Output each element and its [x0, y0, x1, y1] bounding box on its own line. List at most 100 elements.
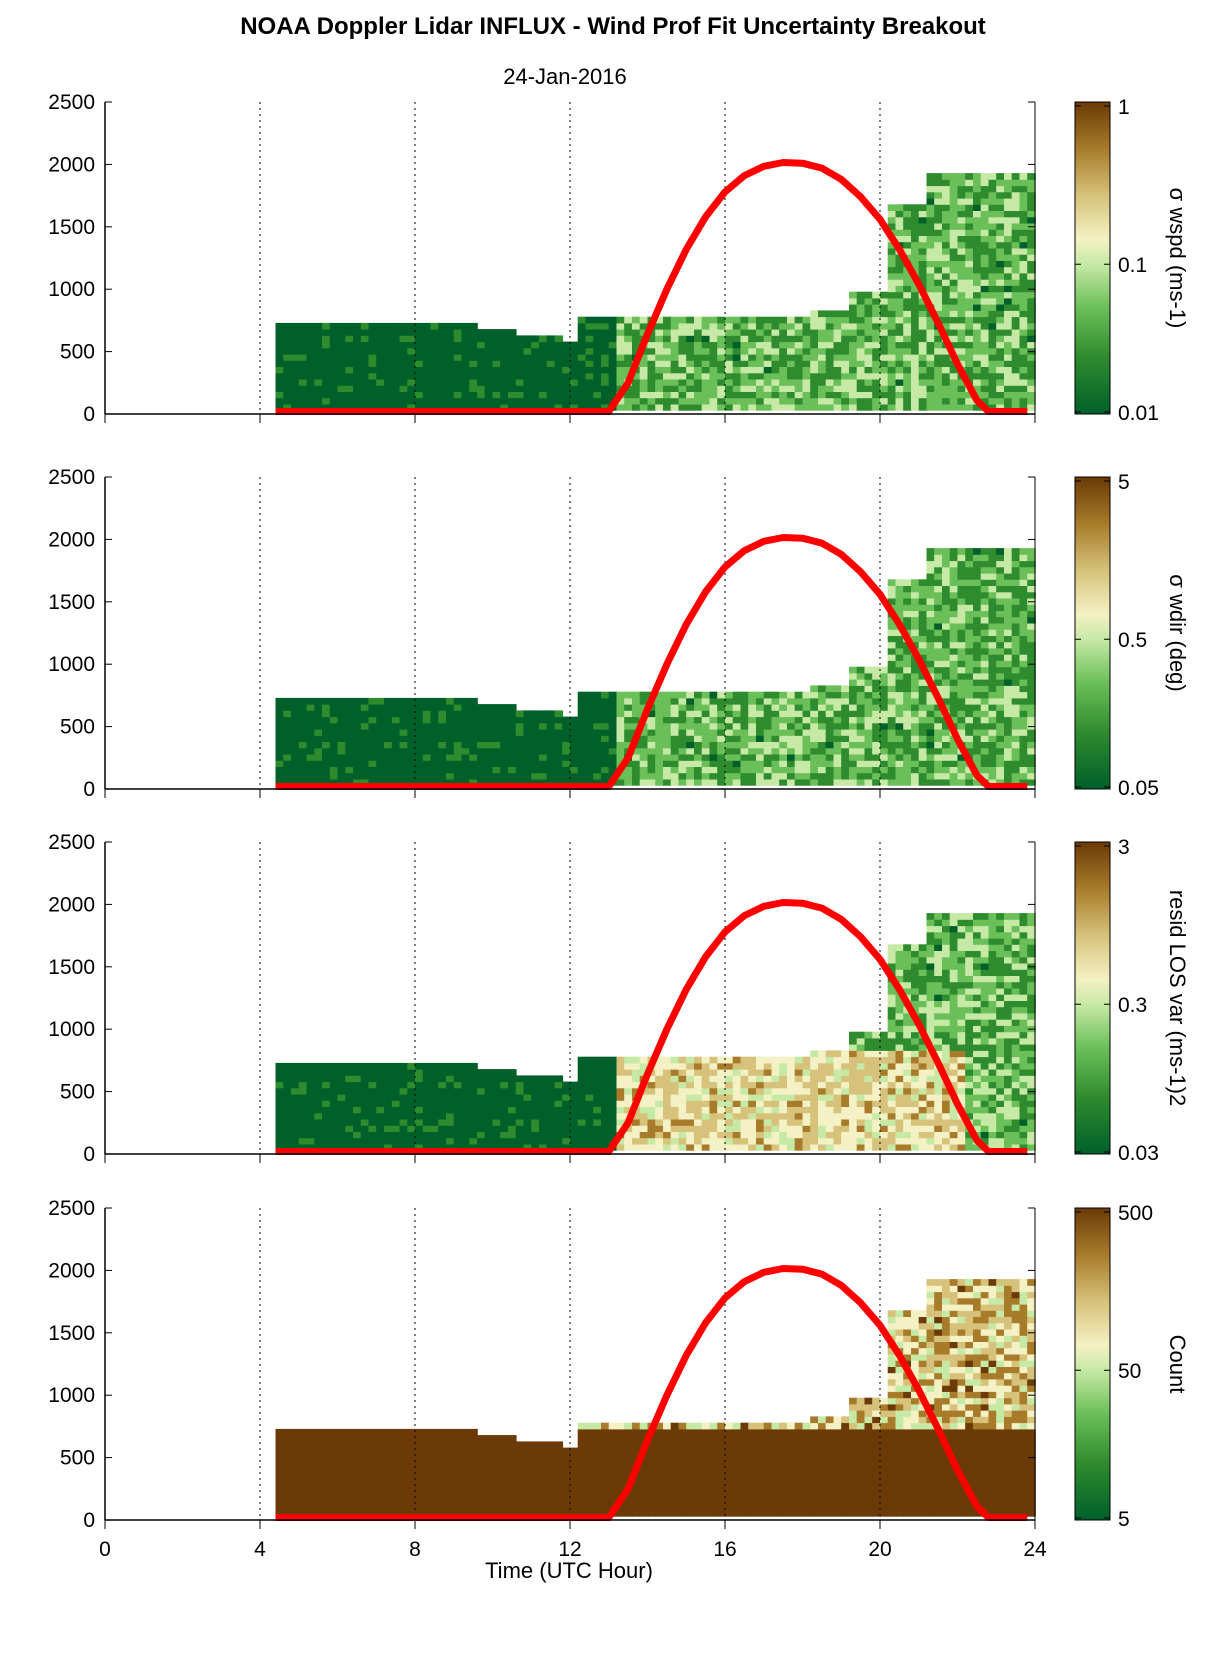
heatmap-cell [725, 729, 734, 736]
heatmap-cell [887, 766, 897, 774]
heatmap-cell [500, 779, 509, 786]
heatmap-cell [1011, 210, 1021, 218]
heatmap-cell [376, 372, 385, 380]
heatmap-cell [500, 404, 509, 411]
heatmap-cell [368, 1131, 378, 1139]
heatmap-cell [275, 1075, 285, 1083]
heatmap-cell [306, 779, 316, 786]
heatmap-cell [794, 735, 804, 742]
heatmap-cell [926, 347, 936, 355]
heatmap-cell [601, 372, 610, 380]
heatmap-cell [546, 347, 556, 355]
heatmap-cell [469, 704, 478, 711]
heatmap-cell [430, 779, 440, 786]
heatmap-cell [810, 1119, 819, 1126]
heatmap-cell [422, 760, 432, 767]
heatmap-cell [368, 360, 378, 367]
heatmap-cell [880, 366, 889, 374]
heatmap-cell [461, 697, 471, 705]
heatmap-cell [577, 391, 587, 399]
heatmap-cell [833, 335, 843, 343]
heatmap-cell [756, 1144, 765, 1151]
heatmap-cell [701, 710, 711, 718]
heatmap-cell [353, 722, 362, 730]
heatmap-cell [794, 704, 804, 711]
heatmap-cell [965, 310, 974, 318]
heatmap-cell [376, 704, 385, 711]
heatmap-cell [903, 241, 912, 249]
heatmap-cell [1027, 198, 1036, 205]
heatmap-cell [957, 260, 967, 268]
heatmap-cell [492, 329, 502, 336]
heatmap-cell [376, 404, 385, 411]
heatmap-cell [1004, 223, 1013, 230]
heatmap-cell [515, 716, 525, 724]
heatmap-cell [918, 372, 928, 380]
heatmap-cell [957, 216, 967, 224]
heatmap-cell [670, 1094, 680, 1101]
heatmap-cell [957, 598, 967, 605]
heatmap-cell [469, 1094, 478, 1101]
heatmap-cell [887, 210, 897, 218]
heatmap-cell [453, 360, 463, 367]
heatmap-cell [911, 710, 920, 718]
heatmap-cell [368, 341, 378, 349]
heatmap-cell [531, 1094, 540, 1101]
heatmap-cell [965, 741, 974, 749]
heatmap-cell [895, 391, 905, 399]
heatmap-cell [345, 1069, 354, 1076]
heatmap-cell [980, 729, 990, 736]
heatmap-cell [291, 716, 300, 724]
heatmap-cell [593, 1062, 602, 1070]
heatmap-cell [949, 635, 959, 643]
heatmap-cell [980, 391, 990, 399]
heatmap-cell [973, 623, 982, 630]
heatmap-cell [965, 223, 974, 230]
heatmap-cell [880, 1144, 889, 1151]
heatmap-cell [616, 1119, 626, 1126]
heatmap-cell [926, 566, 936, 574]
heatmap-cell [670, 360, 680, 367]
heatmap-cell [965, 772, 974, 780]
heatmap-cell [872, 1031, 881, 1039]
heatmap-cell [678, 760, 688, 767]
heatmap-cell [779, 1087, 788, 1095]
heatmap-cell [934, 710, 943, 718]
heatmap-cell [957, 666, 967, 674]
heatmap-cell [965, 666, 974, 674]
heatmap-cell [624, 335, 633, 343]
heatmap-cell [391, 716, 401, 724]
heatmap-cell [988, 710, 998, 718]
heatmap-cell [802, 1056, 812, 1064]
heatmap-cell [539, 366, 548, 374]
heatmap-cell [740, 360, 750, 367]
heatmap-cell [407, 1119, 416, 1126]
heatmap-cell [895, 629, 905, 636]
heatmap-cell [988, 341, 998, 349]
heatmap-cell [694, 704, 703, 711]
heatmap-cell [391, 1119, 401, 1126]
heatmap-cell [934, 235, 943, 243]
heatmap-cell [546, 372, 556, 380]
heatmap-cell [329, 335, 339, 343]
heatmap-cell [492, 372, 502, 380]
heatmap-cell [841, 1081, 850, 1089]
heatmap-cell [1011, 598, 1021, 605]
heatmap-cell [360, 710, 370, 718]
heatmap-cell [1004, 604, 1013, 611]
heatmap-cell [484, 729, 494, 736]
heatmap-cell [732, 704, 742, 711]
heatmap-cell [360, 341, 370, 349]
heatmap-cell [887, 1131, 897, 1139]
heatmap-cell [732, 1100, 742, 1107]
heatmap-cell [1019, 741, 1029, 749]
heatmap-cell [895, 397, 905, 405]
heatmap-cell [864, 747, 874, 755]
heatmap-cell [895, 297, 905, 305]
heatmap-cell [903, 322, 912, 330]
heatmap-cell [384, 1131, 393, 1139]
heatmap-cell [384, 747, 393, 755]
heatmap-cell [880, 304, 889, 311]
heatmap-cell [988, 304, 998, 311]
heatmap-cell [391, 710, 401, 718]
